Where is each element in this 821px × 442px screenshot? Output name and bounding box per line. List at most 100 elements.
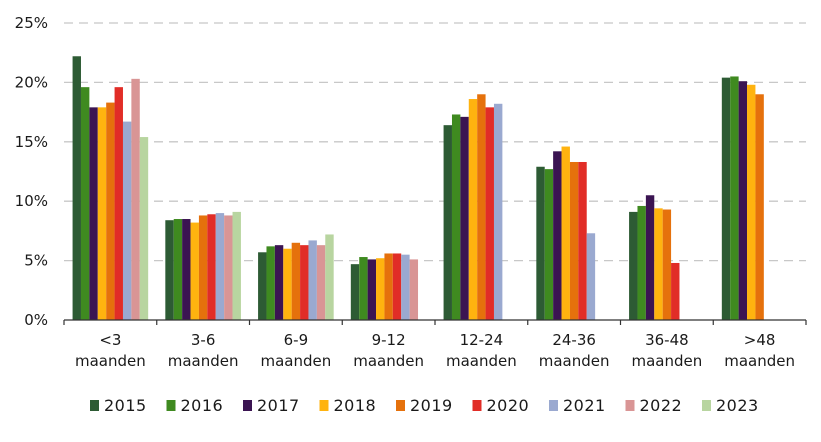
bar-2023 xyxy=(325,234,334,320)
bar-2018 xyxy=(561,146,570,320)
bar-2016 xyxy=(266,246,275,320)
bar-2017 xyxy=(367,259,377,320)
bar-2021 xyxy=(308,240,317,320)
bar-2017 xyxy=(89,107,98,321)
y-tick-label: 25% xyxy=(15,14,48,32)
bar-2015 xyxy=(721,77,731,320)
x-tick-label-unit: maanden xyxy=(446,352,517,370)
bar-2022 xyxy=(409,259,419,320)
x-tick-label-unit: maanden xyxy=(724,352,795,370)
legend-label-2022: 2022 xyxy=(640,396,683,415)
bar-2015 xyxy=(536,166,545,320)
bar-2019 xyxy=(106,102,115,320)
bar-2019 xyxy=(755,94,764,320)
legend-label-2017: 2017 xyxy=(257,396,300,415)
bar-2020 xyxy=(114,87,123,320)
bar-2019 xyxy=(662,209,672,320)
bar-2021 xyxy=(215,213,225,320)
bar-2019 xyxy=(291,242,301,320)
bar-2021 xyxy=(401,254,410,320)
bar-2021 xyxy=(122,121,132,320)
bar-2022 xyxy=(224,215,233,320)
bar-2015 xyxy=(350,264,360,320)
bar-2017 xyxy=(182,219,191,320)
bars xyxy=(72,56,764,321)
bar-2019 xyxy=(477,94,486,320)
legend-swatch-2020 xyxy=(472,400,482,411)
x-tick-label: 12-24 xyxy=(460,331,504,349)
legend: 2015 2016 2017 2018 2019 2020 2021 2022 2023 xyxy=(90,396,759,415)
bar-2015 xyxy=(443,125,452,320)
legend-swatch-2017 xyxy=(243,400,252,411)
bar-2019 xyxy=(384,253,393,320)
x-tick-label: <3 xyxy=(99,331,121,349)
bar-2018 xyxy=(654,208,663,320)
x-tick-label-unit: maanden xyxy=(631,352,702,370)
bar-2016 xyxy=(173,219,183,320)
bar-2020 xyxy=(300,245,309,320)
bar-2020 xyxy=(671,262,680,320)
legend-swatch-2016 xyxy=(166,400,176,411)
x-tick-label-unit: maanden xyxy=(260,352,331,370)
bar-2016 xyxy=(359,257,368,320)
bar-2020 xyxy=(207,214,216,320)
bar-2020 xyxy=(578,161,587,320)
bar-2016 xyxy=(451,114,461,320)
bar-2015 xyxy=(72,56,81,320)
legend-label-2018: 2018 xyxy=(334,396,377,415)
bar-2015 xyxy=(258,252,267,320)
legend-label-2016: 2016 xyxy=(181,396,224,415)
y-tick-label: 20% xyxy=(15,73,48,91)
x-tick-label: 36-48 xyxy=(645,331,689,349)
bar-2023 xyxy=(232,211,241,320)
y-tick-label: 15% xyxy=(15,133,48,151)
legend-swatch-2023 xyxy=(702,400,711,411)
legend-swatch-2019 xyxy=(396,400,405,411)
bar-2018 xyxy=(468,99,478,320)
bar-2016 xyxy=(730,76,739,321)
legend-swatch-2021 xyxy=(549,400,558,411)
y-tick-label: 5% xyxy=(24,252,48,270)
bar-2016 xyxy=(637,205,646,320)
x-tick-label-unit: maanden xyxy=(168,352,239,370)
legend-label-2021: 2021 xyxy=(563,396,606,415)
x-tick-label: 3-6 xyxy=(191,331,216,349)
legend-label-2023: 2023 xyxy=(716,396,759,415)
bar-2016 xyxy=(80,87,90,320)
bar-2018 xyxy=(190,222,199,320)
x-tick-label: 24-36 xyxy=(552,331,596,349)
x-tick-label-unit: maanden xyxy=(353,352,424,370)
bar-2022 xyxy=(131,78,140,320)
x-tick-label-unit: maanden xyxy=(539,352,610,370)
bar-2018 xyxy=(747,84,756,320)
x-tick-label: >48 xyxy=(744,331,776,349)
bar-2022 xyxy=(316,245,326,320)
bar-2021 xyxy=(586,233,596,320)
bar-2017 xyxy=(738,81,748,320)
bar-2018 xyxy=(376,258,385,320)
legend-label-2015: 2015 xyxy=(104,396,147,415)
bar-2020 xyxy=(392,253,402,320)
y-tick-label: 10% xyxy=(15,192,48,210)
y-tick-label: 0% xyxy=(24,311,48,329)
bar-2017 xyxy=(645,195,655,320)
bar-2015 xyxy=(165,220,174,320)
axes: 0% 5% 10% 15% 20% 25% <3 maanden 3-6 maanden 6-9 ma… xyxy=(15,14,807,370)
x-tick-label: 9-12 xyxy=(372,331,406,349)
bar-2021 xyxy=(493,103,503,320)
bar-2020 xyxy=(485,107,494,321)
bar-2023 xyxy=(139,137,149,320)
bar-2017 xyxy=(553,151,562,320)
legend-swatch-2015 xyxy=(90,400,99,411)
legend-label-2020: 2020 xyxy=(487,396,530,415)
bar-2017 xyxy=(460,116,469,321)
bar-2015 xyxy=(629,211,638,320)
bar-2018 xyxy=(97,107,107,321)
legend-swatch-2022 xyxy=(625,400,635,411)
legend-label-2019: 2019 xyxy=(410,396,453,415)
bar-2016 xyxy=(544,169,554,320)
x-tick-label-unit: maanden xyxy=(75,352,146,370)
x-tick-label: 6-9 xyxy=(284,331,309,349)
